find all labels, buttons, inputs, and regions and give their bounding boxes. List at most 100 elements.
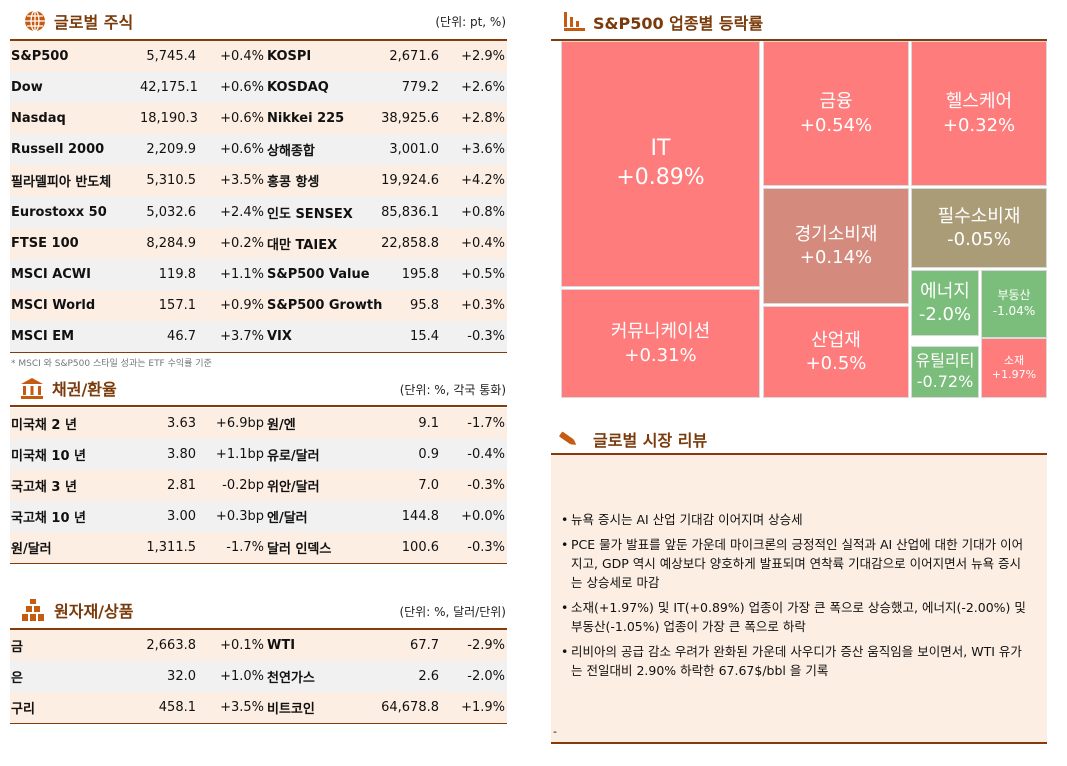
name-cell: S&P500 [10,41,140,73]
table-row: S&P500 5,745.4 +0.4% KOSPI 2,671.6 +2.9% [10,41,507,73]
section-title: 원자재/상품 [54,602,134,621]
change-cell: +0.4% [439,227,507,259]
change-cell: +6.9bp [196,408,266,440]
value-cell: 5,310.5 [140,165,196,197]
sector-tile: 헬스케어 +0.32% [911,41,1047,186]
sector-change: -0.05% [947,229,1011,250]
sector-name: 커뮤니케이션 [610,321,711,343]
change-cell: +0.9% [196,289,266,321]
value-cell: 5,745.4 [140,41,196,73]
sector-change: +0.14% [799,247,873,268]
divider [551,39,1047,41]
name-cell: 금 [10,630,140,662]
value-cell: 2,671.6 [381,41,439,73]
name-cell: KOSPI [266,41,381,73]
value-cell: 2,209.9 [140,134,196,166]
name-cell: 미국채 10 년 [10,439,140,471]
change-cell: +0.6% [196,134,266,166]
sector-name: 금융 [819,91,853,113]
change-cell: -2.9% [439,630,507,662]
sector-name: 필수소비재 [937,205,1021,227]
sector-tile: 필수소비재 -0.05% [911,188,1047,268]
table-row: 미국채 2 년 3.63 +6.9bp 원/엔 9.1 -1.7% [10,408,507,440]
sector-name: 에너지 [920,280,970,302]
change-cell: +0.6% [196,103,266,135]
divider [10,39,507,41]
sector-change: -1.04% [992,304,1036,318]
commodities-header: 원자재/상품 [20,598,133,622]
change-cell: +3.5% [196,165,266,197]
name-cell: 달러 인덱스 [266,532,381,564]
change-cell: -0.3% [439,532,507,564]
section-title: 글로벌 주식 [54,13,134,32]
value-cell: 19,924.6 [381,165,439,197]
table-row: Russell 2000 2,209.9 +0.6% 상해종합 3,001.0 +3.6% [10,134,507,166]
sector-treemap: IT +0.89% 커뮤니케이션 +0.31% 금융 +0.54% 헬스케어 +0.32% 경기… [561,41,1047,398]
change-cell: -0.4% [439,439,507,471]
change-cell: +0.0% [439,501,507,533]
global-equity-table: S&P500 5,745.4 +0.4% KOSPI 2,671.6 +2.9% Dow 42… [10,41,507,352]
change-cell: +2.8% [439,103,507,135]
commodities-table: 금 2,663.8 +0.1% WTI 67.7 -2.9% 은 32.0 +1.0% 천연가스 2… [10,630,507,724]
name-cell: 인도 SENSEX [266,196,381,228]
unit-label: (단위: pt, %) [435,15,506,29]
change-cell: +2.9% [439,41,507,73]
value-cell: 3,001.0 [381,134,439,166]
table-row: 금 2,663.8 +0.1% WTI 67.7 -2.9% [10,630,507,662]
footnote: * MSCI 와 S&P500 스타일 성과는 ETF 수익률 기준 [11,359,212,369]
table-row: 필라델피아 반도체 5,310.5 +3.5% 홍콩 항셍 19,924.6 +4.2% [10,165,507,197]
change-cell: +0.2% [196,227,266,259]
table-row: Nasdaq 18,190.3 +0.6% Nikkei 225 38,925.6 +2.… [10,103,507,135]
value-cell: 5,032.6 [140,196,196,228]
name-cell: 홍콩 항셍 [266,165,381,197]
bonds-fx-header: 채권/환율 [20,376,117,400]
change-cell: +1.9% [439,692,507,724]
sector-change: +0.89% [616,165,705,190]
value-cell: 2,663.8 [140,630,196,662]
name-cell: 구리 [10,692,140,724]
sector-tile: IT +0.89% [561,41,760,287]
sector-tile: 에너지 -2.0% [911,270,979,336]
value-cell: 779.2 [381,72,439,104]
trailing-mark: - [553,725,557,738]
unit-label: (단위: %, 달러/단위) [399,605,506,619]
value-cell: 22,858.8 [381,227,439,259]
sector-name: 유틸리티 [915,351,975,371]
name-cell: 위안/달러 [266,470,381,502]
table-row: FTSE 100 8,284.9 +0.2% 대만 TAIEX 22,858.8 +0.4… [10,227,507,259]
divider [551,742,1047,744]
name-cell: 은 [10,661,140,693]
value-cell: 458.1 [140,692,196,724]
value-cell: 3.00 [140,501,196,533]
sector-name: IT [650,136,671,162]
global-equity-header: 글로벌 주식 [24,9,133,33]
divider [10,723,507,724]
sector-change: +0.32% [942,114,1016,136]
divider [551,453,1047,455]
change-cell: +1.0% [196,661,266,693]
review-bullet: 리비아의 공급 감소 우려가 완화된 가운데 사우디가 증산 움직임을 보이면서… [561,642,1031,680]
value-cell: 67.7 [381,630,439,662]
name-cell: Eurostoxx 50 [10,196,140,228]
divider [10,405,507,407]
bonds-fx-table: 미국채 2 년 3.63 +6.9bp 원/엔 9.1 -1.7% 미국채 10 년 3.80… [10,408,507,564]
change-cell: +0.6% [196,72,266,104]
change-cell: -2.0% [439,661,507,693]
value-cell: 3.80 [140,439,196,471]
value-cell: 2.81 [140,470,196,502]
value-cell: 32.0 [140,661,196,693]
change-cell: +3.7% [196,320,266,352]
value-cell: 15.4 [381,320,439,352]
value-cell: 64,678.8 [381,692,439,724]
sector-name: 소재 [1003,353,1025,367]
sector-change: -0.72% [916,372,974,391]
change-cell: +1.1bp [196,439,266,471]
table-row: 국고채 3 년 2.81 -0.2bp 위안/달러 7.0 -0.3% [10,470,507,502]
sector-header: S&P500 업종별 등락률 [563,10,763,34]
change-cell: +2.4% [196,196,266,228]
value-cell: 144.8 [381,501,439,533]
sector-name: 경기소비재 [794,223,878,245]
name-cell: 미국채 2 년 [10,408,140,440]
sector-tile: 금융 +0.54% [763,41,909,186]
name-cell: Dow [10,72,140,104]
